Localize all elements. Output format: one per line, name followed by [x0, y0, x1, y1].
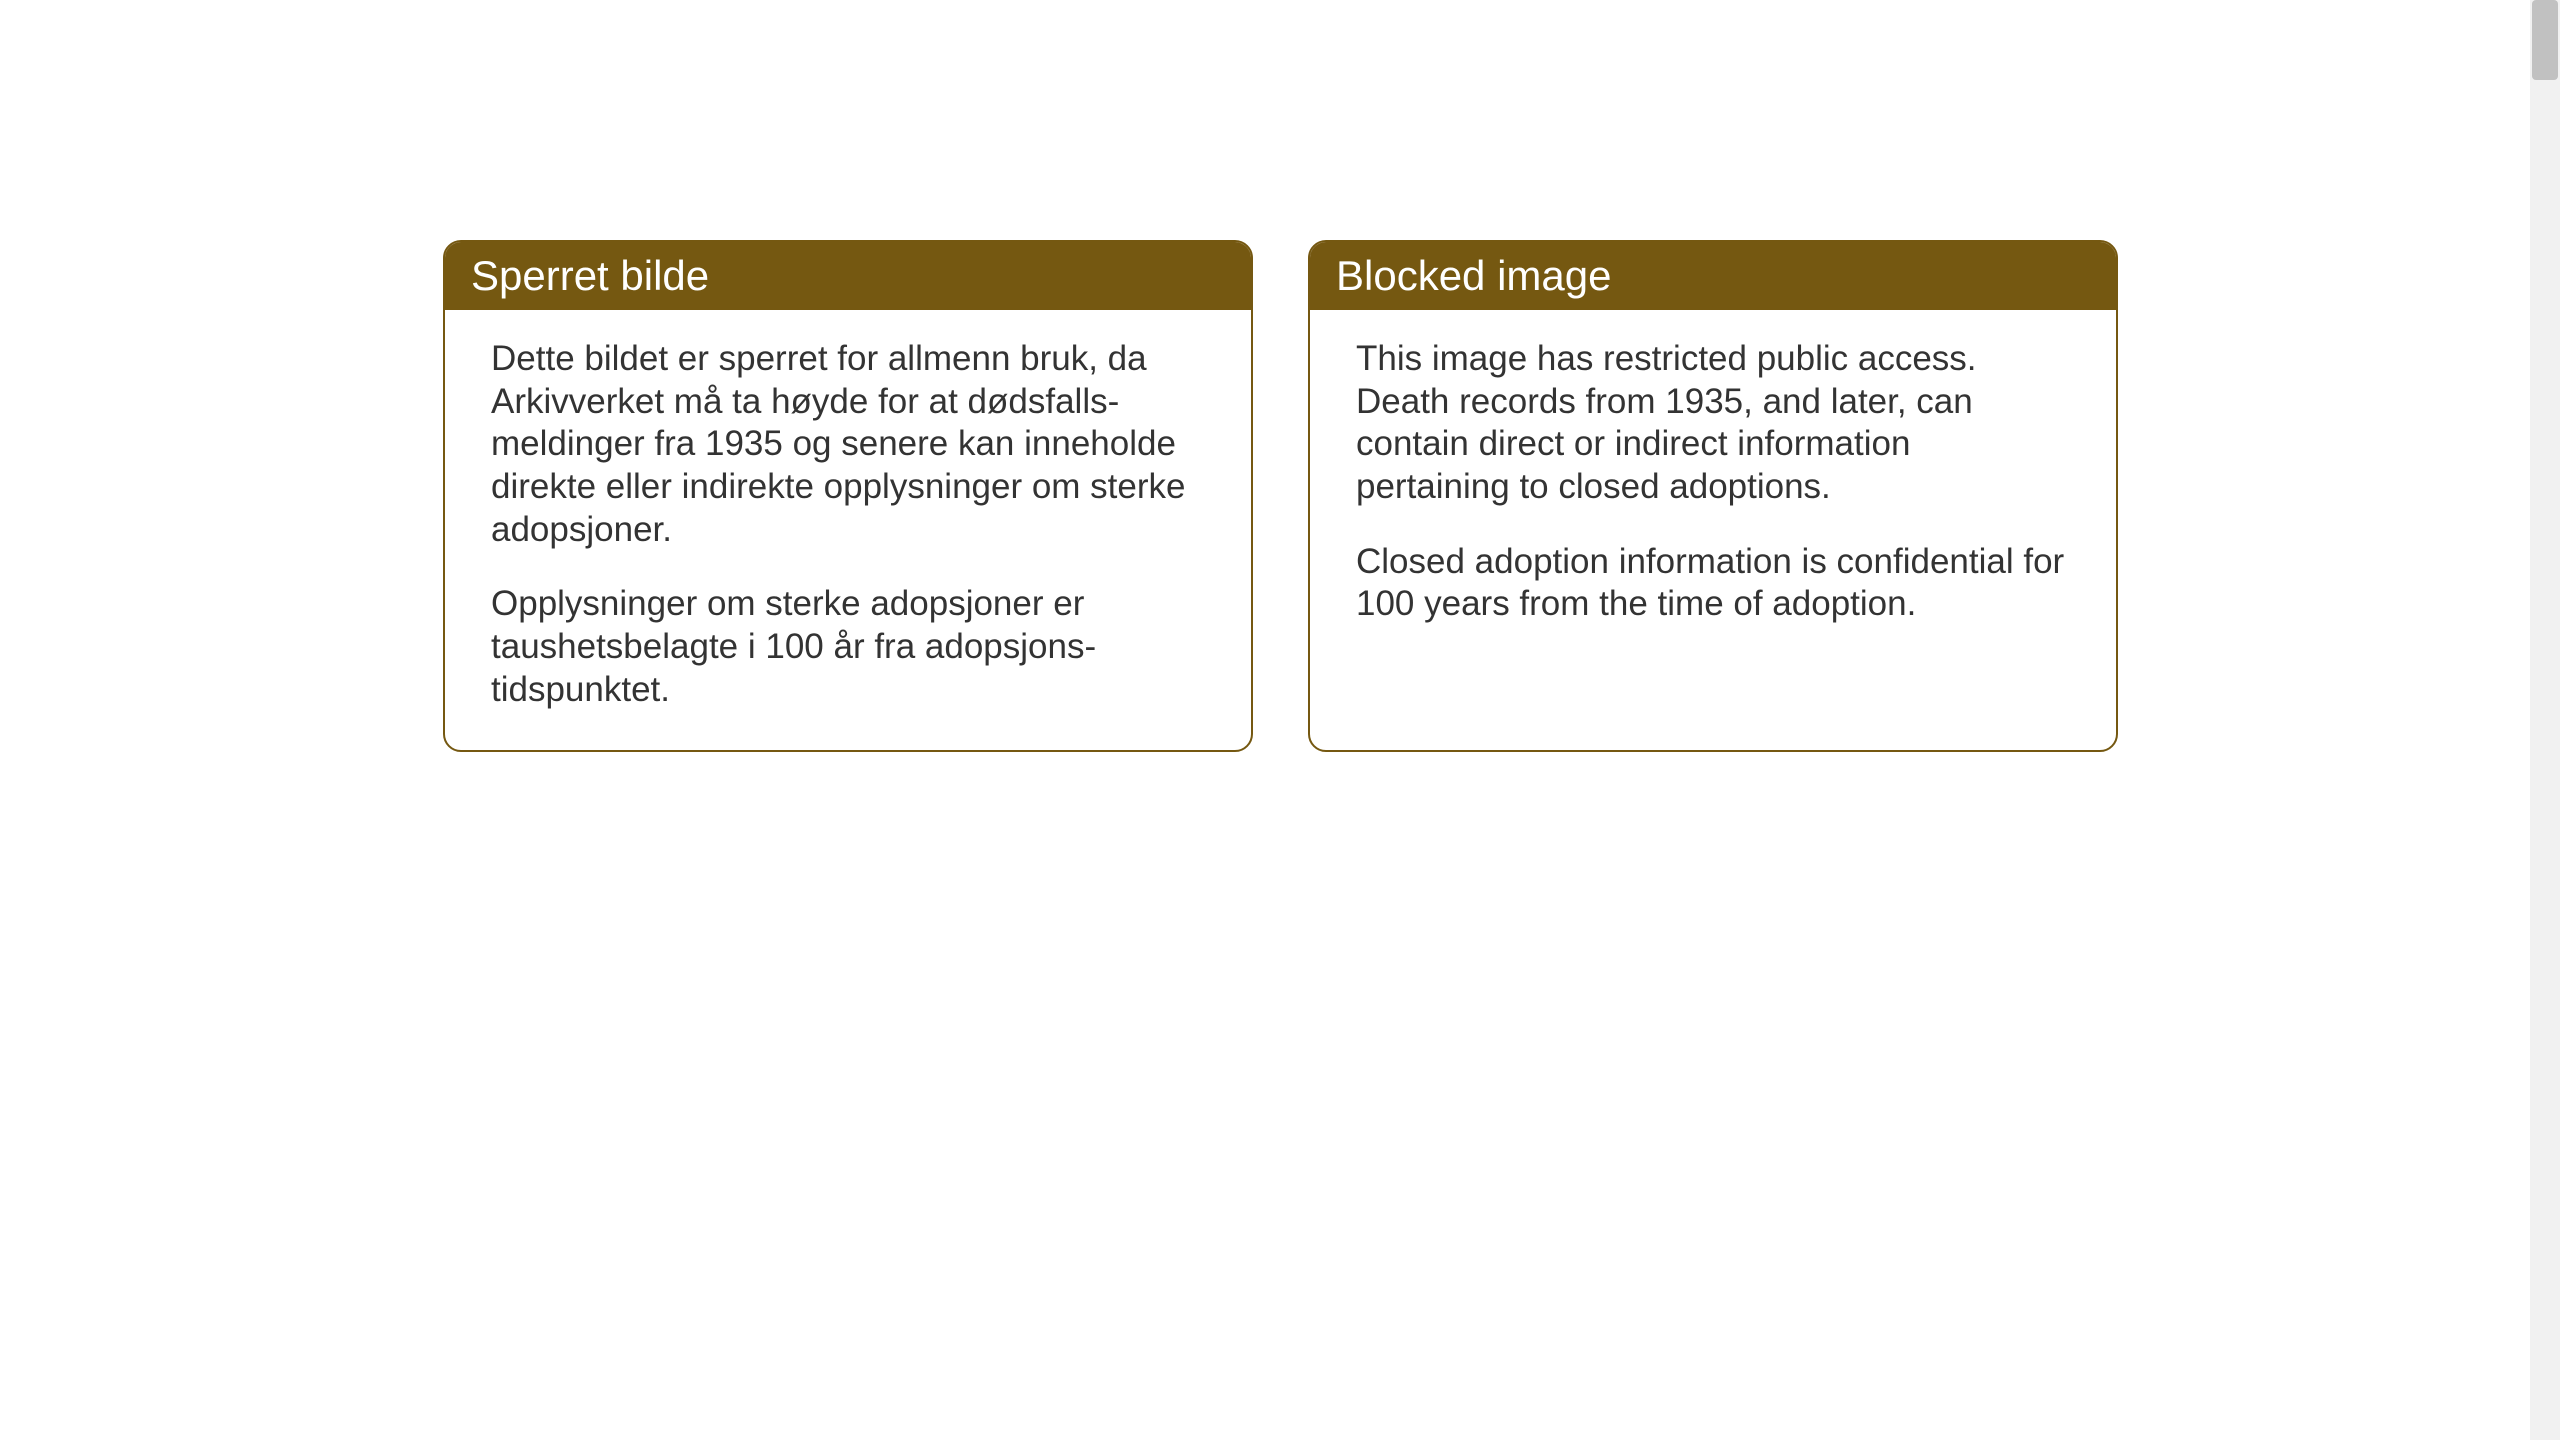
card-paragraph2-english: Closed adoption information is confident… [1356, 541, 2070, 626]
cards-container: Sperret bilde Dette bildet er sperret fo… [443, 240, 2118, 752]
card-norwegian: Sperret bilde Dette bildet er sperret fo… [443, 240, 1253, 752]
card-paragraph2-norwegian: Opplysninger om sterke adopsjoner er tau… [491, 583, 1205, 711]
card-english: Blocked image This image has restricted … [1308, 240, 2118, 752]
card-header-english: Blocked image [1310, 242, 2116, 310]
card-header-norwegian: Sperret bilde [445, 242, 1251, 310]
scrollbar-thumb[interactable] [2532, 0, 2558, 80]
card-paragraph1-norwegian: Dette bildet er sperret for allmenn bruk… [491, 338, 1205, 551]
card-body-english: This image has restricted public access.… [1310, 310, 2116, 664]
scrollbar-vertical[interactable] [2530, 0, 2560, 1440]
card-title-english: Blocked image [1336, 252, 1611, 299]
card-title-norwegian: Sperret bilde [471, 252, 709, 299]
card-paragraph1-english: This image has restricted public access.… [1356, 338, 2070, 509]
card-body-norwegian: Dette bildet er sperret for allmenn bruk… [445, 310, 1251, 750]
